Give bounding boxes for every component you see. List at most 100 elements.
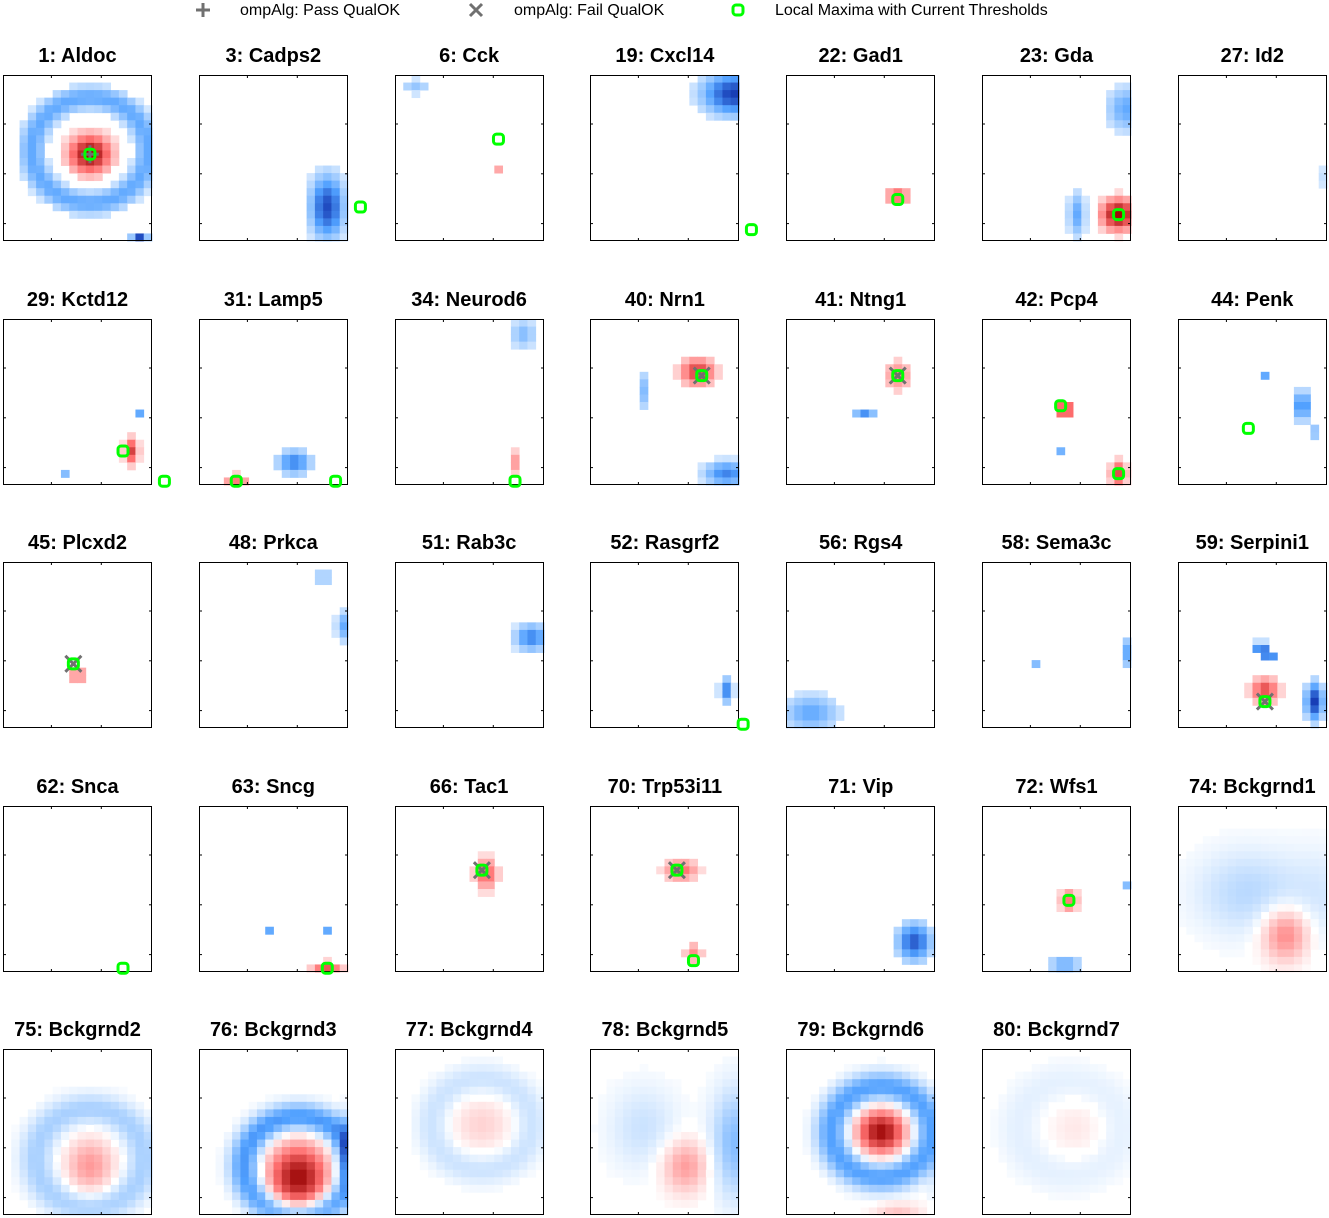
heatmap-cell bbox=[518, 1132, 528, 1141]
local-maximum-marker bbox=[116, 961, 130, 975]
heatmap-cell bbox=[485, 888, 495, 897]
heatmap-cell bbox=[802, 705, 812, 714]
heatmap-cell bbox=[640, 1162, 649, 1171]
heatmap-cell bbox=[1285, 873, 1295, 882]
heatmap-cell bbox=[256, 1200, 266, 1209]
heatmap-cell bbox=[877, 1087, 886, 1096]
heatmap-cell bbox=[265, 1185, 274, 1194]
heatmap-cell bbox=[1089, 1177, 1099, 1186]
heatmap-cell bbox=[493, 1147, 503, 1156]
heatmap-cell bbox=[1056, 1155, 1066, 1163]
heatmap-cell bbox=[135, 188, 145, 197]
heatmap-cell bbox=[1122, 105, 1132, 114]
heatmap-cell bbox=[893, 1124, 903, 1133]
heatmap-cell bbox=[485, 1056, 495, 1065]
heatmap-cell bbox=[811, 1124, 820, 1133]
heatmap-cell bbox=[306, 1177, 316, 1186]
heatmap-cell bbox=[689, 941, 699, 950]
heatmap-cell bbox=[640, 1102, 649, 1111]
heatmap-cell bbox=[477, 1117, 487, 1126]
heatmap-cell bbox=[331, 173, 340, 182]
heatmap-cell bbox=[510, 1079, 520, 1088]
heatmap-cell bbox=[306, 1192, 316, 1201]
heatmap-cell bbox=[910, 1185, 920, 1194]
heatmap-cell bbox=[94, 1185, 103, 1194]
heatmap-cell bbox=[306, 188, 316, 197]
heatmap-cell bbox=[135, 1132, 145, 1141]
heatmap-cell bbox=[918, 1207, 928, 1216]
heatmap-cell bbox=[1318, 903, 1328, 912]
heatmap-cell bbox=[640, 1109, 649, 1118]
heatmap-cell bbox=[273, 1192, 282, 1201]
heatmap-cell bbox=[918, 1124, 928, 1133]
heatmap-cell bbox=[306, 461, 316, 470]
heatmap-cell bbox=[485, 1162, 495, 1171]
heatmap-cell bbox=[1023, 1087, 1033, 1096]
heatmap-cell bbox=[648, 1094, 658, 1103]
heatmap-cell bbox=[135, 1162, 145, 1171]
heatmap-cell bbox=[656, 1102, 666, 1111]
local-maximum-marker bbox=[353, 200, 367, 214]
heatmap-cell bbox=[127, 1162, 136, 1171]
heatmap-cell bbox=[69, 165, 78, 174]
heatmap-cell bbox=[631, 1132, 641, 1141]
heatmap-cell bbox=[331, 195, 340, 204]
heatmap-cell bbox=[460, 1117, 470, 1126]
heatmap-cell bbox=[248, 1147, 258, 1156]
heatmap-cell bbox=[1039, 1162, 1049, 1171]
heatmap-cell bbox=[1122, 1102, 1132, 1111]
heatmap-cell bbox=[1023, 1132, 1033, 1141]
heatmap-cell bbox=[127, 1147, 136, 1156]
heatmap-cell bbox=[427, 1139, 437, 1148]
heatmap-cell bbox=[1056, 1094, 1066, 1103]
heatmap-cell bbox=[118, 1124, 128, 1133]
heatmap-cell bbox=[714, 75, 724, 83]
heatmap-cell bbox=[615, 1102, 624, 1111]
panel-frame bbox=[3, 805, 152, 972]
heatmap-cell bbox=[1106, 97, 1115, 106]
heatmap-cell bbox=[1260, 690, 1270, 699]
heatmap-cell bbox=[102, 97, 112, 106]
heatmap-cell bbox=[1293, 409, 1303, 418]
heatmap-cell bbox=[731, 1064, 740, 1073]
heatmap-cell bbox=[623, 1132, 633, 1141]
heatmap-cell bbox=[910, 934, 920, 943]
heatmap-cell bbox=[1219, 903, 1228, 912]
heatmap-cell bbox=[1073, 203, 1082, 212]
heatmap-cell bbox=[331, 1102, 340, 1111]
heatmap-cell bbox=[910, 1200, 920, 1209]
heatmap-cell bbox=[623, 1109, 633, 1118]
panel-title-sncg: 63: Sncg bbox=[231, 775, 315, 798]
heatmap-cell bbox=[852, 1109, 862, 1118]
heatmap-cell bbox=[1244, 918, 1253, 927]
heatmap-cell bbox=[306, 1207, 316, 1216]
heatmap-cell bbox=[706, 378, 715, 387]
heatmap-cell bbox=[1318, 835, 1328, 844]
heatmap-cell bbox=[460, 1139, 470, 1148]
heatmap-cell bbox=[681, 1147, 691, 1156]
heatmap-cell bbox=[102, 1162, 112, 1171]
heatmap-cell bbox=[673, 1155, 682, 1163]
heatmap-cell bbox=[877, 1094, 886, 1103]
heatmap-cell bbox=[435, 1162, 445, 1171]
heatmap-cell bbox=[331, 1109, 340, 1118]
heatmap-cell bbox=[339, 1124, 349, 1133]
heatmap-cell bbox=[477, 1162, 487, 1171]
heatmap-cell bbox=[322, 1117, 332, 1126]
heatmap-cell bbox=[331, 203, 340, 212]
heatmap-cell bbox=[452, 1155, 462, 1163]
heatmap-cell bbox=[452, 1170, 462, 1179]
heatmap-cell bbox=[714, 1192, 724, 1201]
heatmap-cell bbox=[893, 356, 903, 365]
heatmap-cell bbox=[1244, 858, 1253, 867]
heatmap-panel-id2 bbox=[1177, 75, 1328, 241]
heatmap-cell bbox=[926, 1170, 936, 1179]
heatmap-cell bbox=[1293, 941, 1303, 950]
heatmap-cell bbox=[135, 1102, 145, 1111]
heatmap-cell bbox=[118, 446, 128, 455]
heatmap-cell bbox=[298, 1094, 307, 1103]
heatmap-cell bbox=[273, 1185, 282, 1194]
panel-frame bbox=[198, 318, 348, 485]
heatmap-cell bbox=[215, 1147, 225, 1156]
heatmap-cell bbox=[722, 1132, 732, 1141]
